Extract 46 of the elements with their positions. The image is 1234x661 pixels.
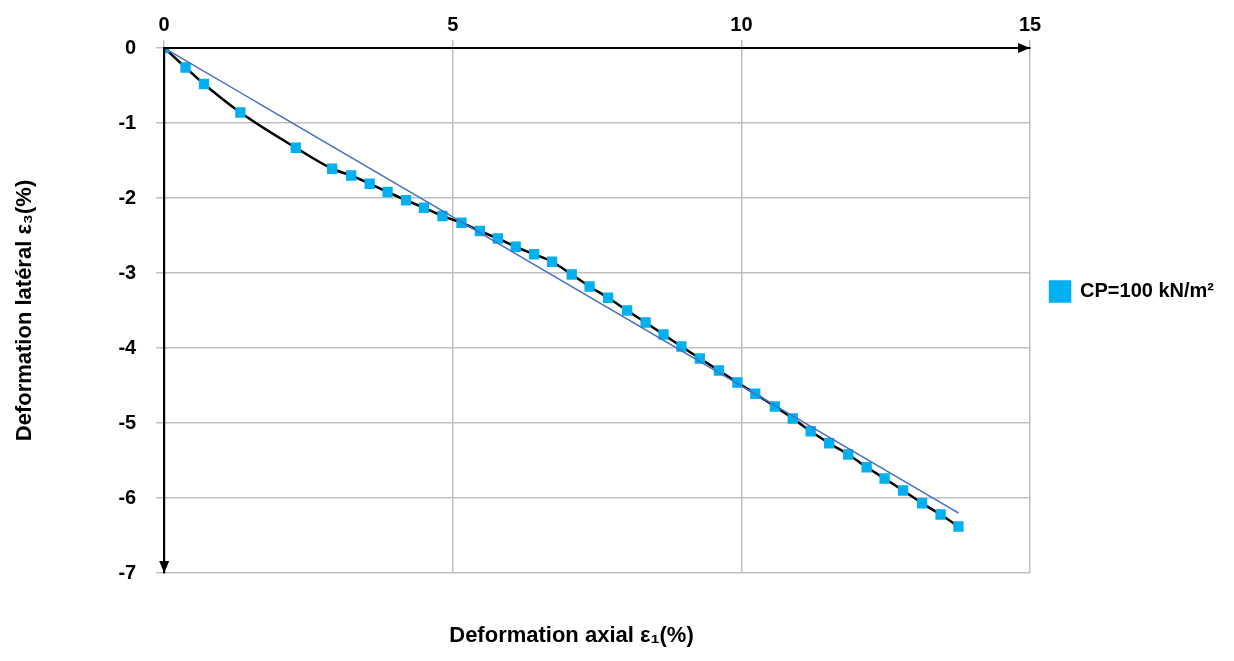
legend-label: CP=100 kN/m² [1080, 279, 1215, 302]
point [861, 462, 872, 473]
point [235, 107, 246, 118]
point [546, 256, 558, 267]
point [327, 163, 338, 174]
point [953, 521, 964, 532]
y-tick-label: 0 [125, 35, 137, 58]
point [935, 509, 946, 520]
point [290, 142, 301, 153]
point [382, 186, 393, 198]
point [364, 178, 375, 189]
point [418, 202, 430, 213]
point [879, 473, 890, 484]
y-tick-label: -3 [118, 260, 137, 283]
point [566, 269, 577, 280]
point [400, 195, 412, 206]
x-tick-label: 0 [158, 12, 170, 35]
point [843, 449, 854, 460]
point [805, 426, 816, 437]
point [897, 485, 909, 496]
point [584, 281, 595, 292]
x-axis-title: Deformation axial ε₁(%) [448, 622, 695, 648]
x-tick-label: 15 [1018, 12, 1042, 35]
point [658, 329, 669, 340]
y-tick-label: -5 [118, 410, 137, 433]
y-tick-label: -7 [118, 560, 137, 583]
point [198, 78, 210, 90]
x-tick-label: 5 [447, 12, 459, 35]
point [492, 233, 503, 244]
y-tick-label: -6 [118, 485, 137, 508]
point [180, 62, 191, 73]
point [510, 241, 521, 252]
point [346, 170, 357, 181]
y-tick-label: -4 [118, 335, 138, 358]
point [621, 305, 633, 316]
y-tick-label: -2 [118, 185, 137, 208]
x-tick-label: 10 [730, 12, 753, 35]
point [916, 498, 928, 509]
point [824, 438, 835, 449]
point [640, 317, 651, 328]
point [676, 341, 687, 352]
point [437, 210, 448, 222]
y-axis-title: Deformation latéral ε₃(%) [11, 179, 37, 442]
y-tick-label: -1 [118, 110, 137, 133]
point [602, 292, 614, 303]
point [529, 249, 540, 260]
